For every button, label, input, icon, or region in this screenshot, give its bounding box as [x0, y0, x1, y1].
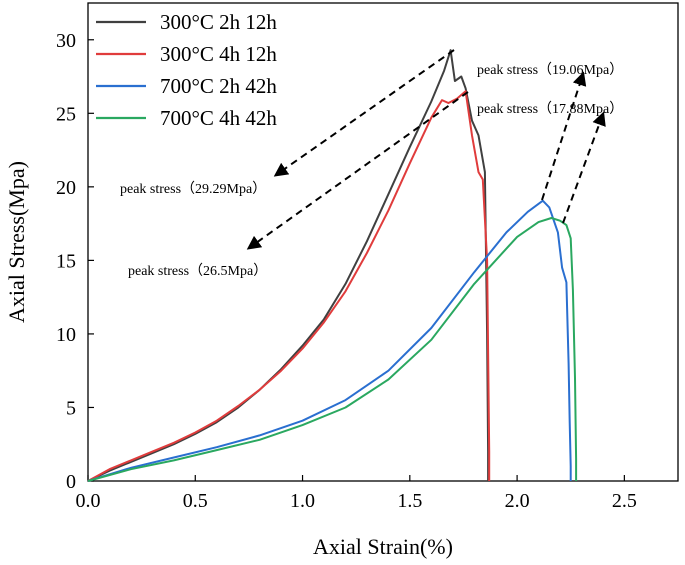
annotation-label: peak stress（17.88Mpa）	[477, 101, 623, 117]
legend: 300°C 2h 12h 300°C 4h 12h 700°C 2h 42h 700°…	[96, 10, 277, 130]
annotation-arrow	[541, 71, 587, 201]
annotation-label: peak stress（26.5Mpa）	[128, 263, 267, 279]
y-tick-label: 15	[56, 250, 76, 272]
y-tick-label: 10	[56, 324, 76, 346]
y-tick-label: 0	[66, 471, 76, 493]
x-tick-label: 0.5	[183, 490, 208, 512]
y-axis-title: Axial Stress(Mpa)	[4, 161, 29, 323]
x-tick-label: 2.5	[612, 490, 637, 512]
y-tick-label: 30	[56, 30, 76, 52]
x-axis-title: Axial Strain(%)	[313, 534, 453, 559]
annotation-arrow	[562, 111, 606, 224]
axis-ticks: 0.0 0.5 1.0 1.5 2.0 2.5 0 5 10 15 20 25 30	[56, 30, 637, 512]
annotation-label: peak stress（19.06Mpa）	[477, 62, 623, 78]
annotations: peak stress（29.29Mpa） peak stress（26.5Mpa…	[120, 49, 623, 279]
legend-label: 700°C 2h 42h	[160, 74, 277, 98]
y-tick-label: 5	[66, 397, 76, 419]
annotation-label: peak stress（29.29Mpa）	[120, 181, 266, 197]
y-tick-label: 25	[56, 103, 76, 125]
series-line-2	[87, 90, 491, 482]
x-tick-label: 1.5	[397, 490, 422, 512]
series-line-4	[87, 217, 578, 482]
plot-frame	[87, 2, 679, 482]
series-lines	[87, 49, 578, 482]
annotation-arrow	[273, 49, 455, 177]
series-line-3	[87, 199, 572, 482]
x-tick-label: 0.0	[76, 490, 101, 512]
annotation-arrow	[246, 91, 469, 250]
x-tick-label: 1.0	[290, 490, 315, 512]
x-tick-label: 2.0	[505, 490, 530, 512]
legend-label: 700°C 4h 42h	[160, 106, 277, 130]
legend-label: 300°C 4h 12h	[160, 42, 277, 66]
legend-label: 300°C 2h 12h	[160, 10, 277, 34]
y-tick-label: 20	[56, 177, 76, 199]
series-line-1	[87, 49, 490, 482]
